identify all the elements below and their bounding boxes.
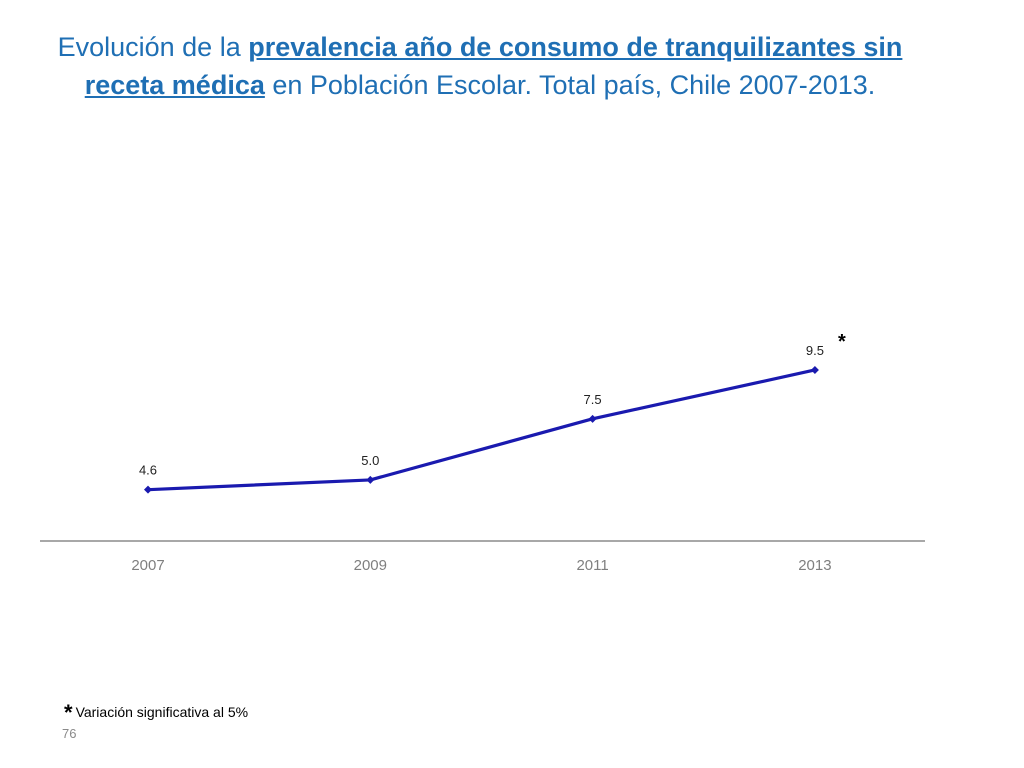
page-number: 76 <box>62 726 77 741</box>
title-highlight: prevalencia año de consumo de tranquiliz… <box>84 32 903 100</box>
data-point-marker <box>144 485 152 494</box>
title-part-2: en Población Escolar. Total país, Chile … <box>264 70 876 100</box>
title-part-1: Evolución de la <box>57 32 249 62</box>
footnote: * Variación significativa al 5% <box>64 700 248 726</box>
data-label: 5.0 <box>361 453 379 468</box>
x-tick-label: 2009 <box>354 557 387 574</box>
x-tick-label: 2007 <box>131 557 164 574</box>
data-point-marker <box>810 365 819 374</box>
chart-title: Evolución de la prevalencia año de consu… <box>30 28 930 104</box>
data-point-marker <box>588 414 597 423</box>
series-line <box>146 368 817 492</box>
footnote-text: Variación significativa al 5% <box>75 704 249 720</box>
data-label: 9.5 <box>806 343 824 358</box>
data-label: 4.6 <box>139 463 157 478</box>
significance-asterisk: * <box>838 331 846 353</box>
data-point-marker <box>366 475 375 484</box>
footnote-asterisk: * <box>64 700 73 725</box>
x-tick-label: 2011 <box>576 557 608 574</box>
data-label: 7.5 <box>584 392 602 407</box>
x-tick-label: 2013 <box>798 557 831 574</box>
